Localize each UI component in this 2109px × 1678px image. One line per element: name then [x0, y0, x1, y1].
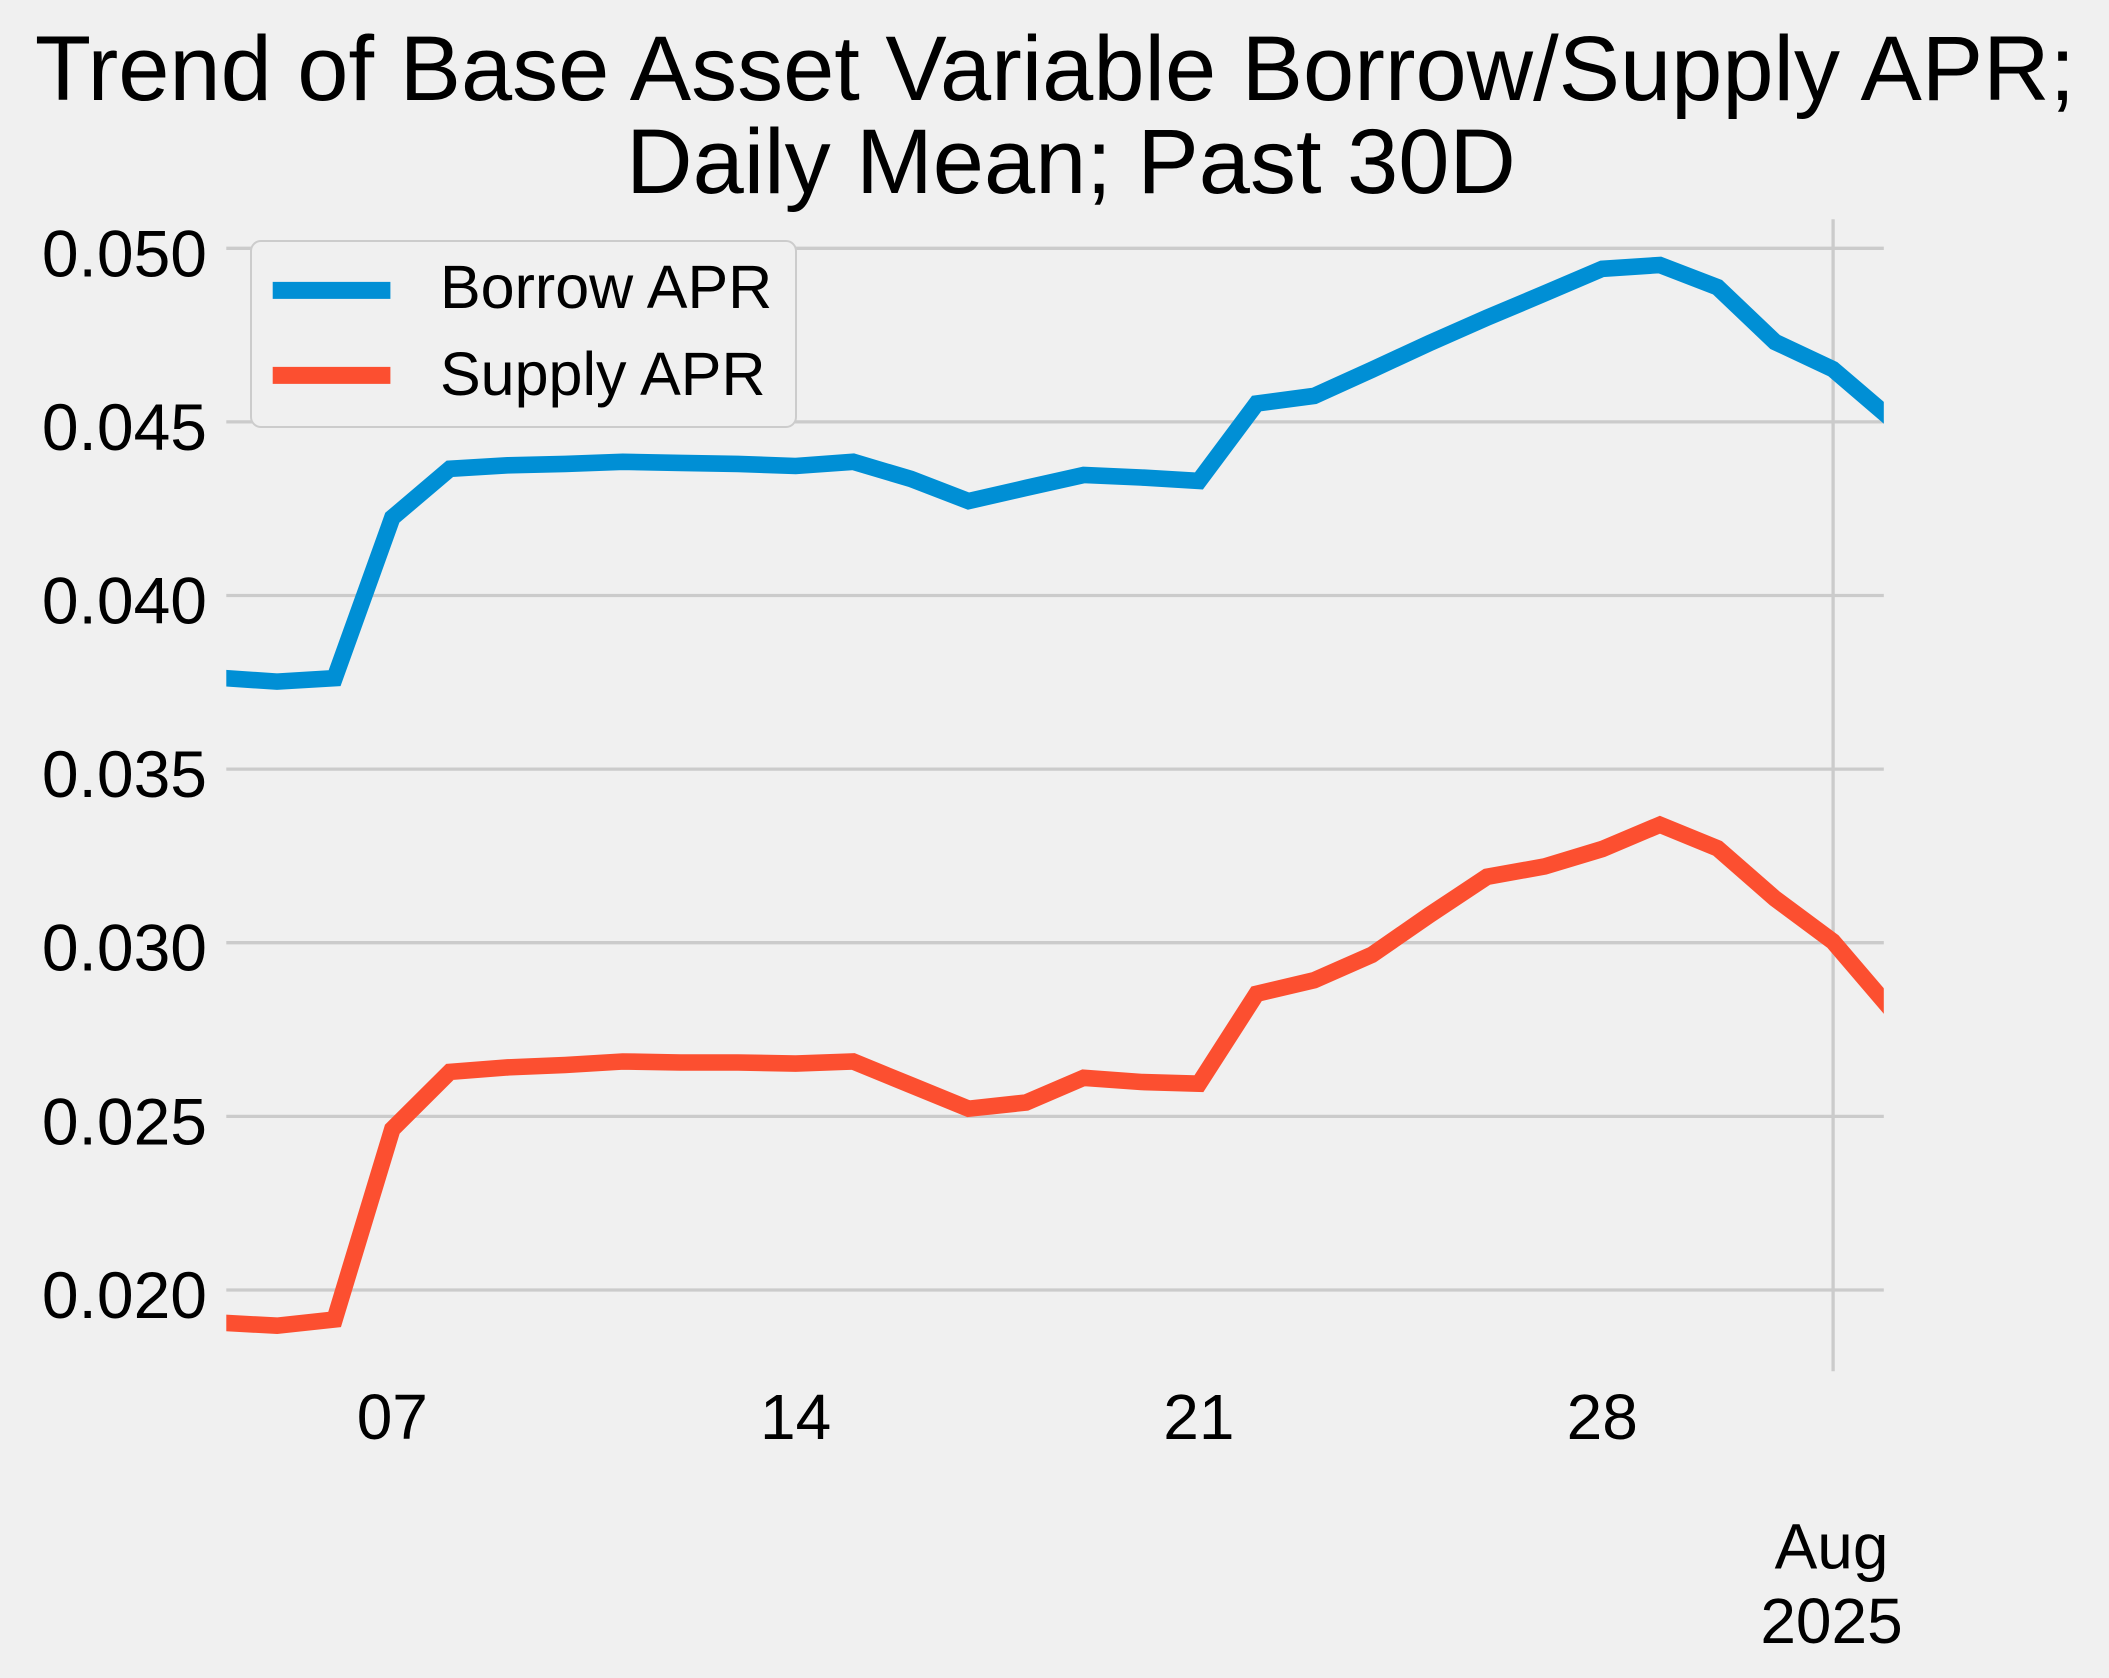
svg-text:Trend of Base Asset Variable B: Trend of Base Asset Variable Borrow/Supp… — [35, 18, 2075, 120]
svg-text:0.035: 0.035 — [42, 737, 207, 811]
svg-text:0.020: 0.020 — [42, 1258, 207, 1332]
svg-text:07: 07 — [357, 1381, 428, 1453]
svg-text:0.025: 0.025 — [42, 1084, 207, 1158]
svg-text:0.050: 0.050 — [42, 216, 207, 290]
svg-text:21: 21 — [1163, 1381, 1234, 1453]
svg-text:0.040: 0.040 — [42, 564, 207, 638]
svg-text:Borrow APR: Borrow APR — [440, 253, 772, 321]
svg-text:Supply APR: Supply APR — [440, 340, 766, 408]
svg-text:Aug: Aug — [1775, 1511, 1889, 1583]
svg-text:0.045: 0.045 — [42, 390, 207, 464]
svg-text:2025: 2025 — [1760, 1585, 1902, 1657]
svg-text:0.030: 0.030 — [42, 911, 207, 985]
svg-text:14: 14 — [760, 1381, 831, 1453]
svg-text:Daily Mean; Past 30D: Daily Mean; Past 30D — [626, 111, 1516, 213]
svg-text:28: 28 — [1567, 1381, 1638, 1453]
